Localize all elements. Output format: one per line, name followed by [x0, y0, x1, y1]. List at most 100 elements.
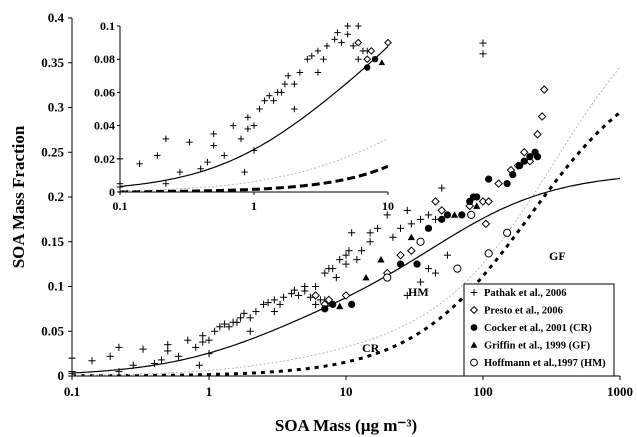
inset-data-point: [364, 64, 371, 71]
data-point: [403, 291, 411, 300]
inset-data-point: [320, 56, 327, 63]
data-point: [342, 251, 350, 259]
y-tick-label: 0.3: [48, 100, 65, 115]
data-point: [164, 347, 172, 355]
inset-data-point: [378, 59, 386, 66]
data-point: [413, 260, 421, 268]
data-point: [396, 224, 405, 232]
data-point: [312, 282, 320, 291]
data-point: [259, 300, 268, 308]
data-point: [321, 305, 329, 313]
legend: Pathak et al., 2006 Presto et al., 2006 Co…: [463, 283, 615, 377]
data-point: [450, 211, 459, 218]
legend-marker: [470, 324, 478, 331]
inset-data-point: [371, 56, 379, 63]
inset-data-point: [136, 160, 143, 167]
inset-y-tick-label: 0.08: [94, 52, 115, 66]
inset-data-point: [162, 135, 170, 143]
data-point: [252, 307, 260, 316]
data-point: [526, 153, 534, 161]
inset-data-point: [334, 29, 341, 36]
data-point: [332, 273, 340, 282]
inset-data-point: [266, 92, 273, 99]
data-point: [484, 197, 493, 206]
data-point: [416, 237, 425, 246]
curve-cr: [72, 111, 620, 376]
data-point: [407, 220, 415, 228]
data-point: [276, 300, 284, 308]
data-point: [520, 157, 528, 165]
data-point: [431, 215, 440, 223]
y-tick-label: 0.4: [48, 10, 65, 25]
annotation-cr: CR: [362, 341, 380, 355]
data-point: [438, 184, 446, 192]
data-point: [403, 206, 411, 215]
data-point: [438, 215, 446, 223]
data-point: [479, 39, 487, 47]
inset-data-point: [355, 56, 362, 63]
data-point: [453, 264, 462, 273]
inset-series-0: [116, 22, 371, 191]
inset-data-point: [363, 55, 372, 64]
legend-box: [463, 283, 615, 377]
data-point: [383, 211, 391, 219]
data-point: [348, 229, 356, 237]
inset-data-point: [210, 142, 217, 149]
data-point: [150, 359, 159, 368]
inset-data-point: [281, 80, 289, 88]
data-point: [485, 175, 493, 183]
data-point: [537, 112, 547, 121]
data-point: [164, 341, 172, 349]
data-point: [503, 179, 511, 188]
series-3: [336, 202, 481, 310]
inset-data-point: [204, 158, 211, 166]
inset-axis-ticks: 0 0.02 0.04 0.06 0.08 0.1 0.1 1 10: [94, 19, 394, 213]
inset-data-point: [344, 22, 351, 30]
data-point: [458, 211, 466, 219]
inset-series-2: [364, 56, 379, 71]
y-axis-title: SOA Mass Fraction: [9, 125, 28, 268]
inset-y-tick-label: 0.06: [94, 85, 115, 99]
x-tick-label: 0.1: [64, 384, 80, 399]
inset-background: [110, 18, 396, 206]
x-tick-label: 1000: [607, 384, 633, 399]
data-point: [353, 256, 361, 264]
inset-data-point: [270, 97, 277, 104]
data-point: [329, 300, 337, 308]
data-point: [68, 354, 76, 362]
y-tick-label: 0.35: [41, 55, 64, 70]
inset-data-point: [256, 105, 263, 113]
data-point: [342, 260, 350, 268]
data-point: [88, 357, 96, 365]
inset-data-point: [291, 80, 298, 88]
inset-data-point: [244, 114, 252, 121]
data-point: [431, 197, 440, 206]
x-axis-title: SOA Mass (μg m⁻³): [275, 416, 417, 435]
data-point: [115, 367, 123, 376]
legend-marker: [470, 289, 478, 296]
inset-x-tick-label: 0.1: [113, 199, 128, 213]
data-point: [377, 256, 385, 263]
legend-label: Hoffmann et al.,1997 (HM): [484, 358, 606, 369]
data-point: [389, 233, 397, 241]
inset-curve-cr: [120, 164, 388, 192]
data-point: [519, 147, 529, 157]
legend-label: Presto et al., 2006: [484, 306, 563, 317]
data-point: [443, 251, 452, 259]
data-point: [336, 302, 344, 310]
inset-series-3: [378, 59, 386, 66]
annotation-hm: HM: [408, 285, 429, 299]
inset-data-point: [314, 47, 322, 55]
data-point: [199, 338, 207, 346]
inset-data-point: [230, 122, 237, 129]
inset-data-point: [197, 165, 204, 172]
data-point: [473, 193, 481, 201]
data-point: [443, 211, 452, 219]
inset-plot: 0 0.02 0.04 0.06 0.08 0.1 0.1 1 10: [94, 18, 396, 213]
inset-data-point: [354, 38, 363, 47]
data-point: [479, 50, 487, 58]
inset-series-1: [354, 38, 392, 64]
data-point: [192, 343, 200, 351]
inset-data-point: [250, 147, 258, 154]
